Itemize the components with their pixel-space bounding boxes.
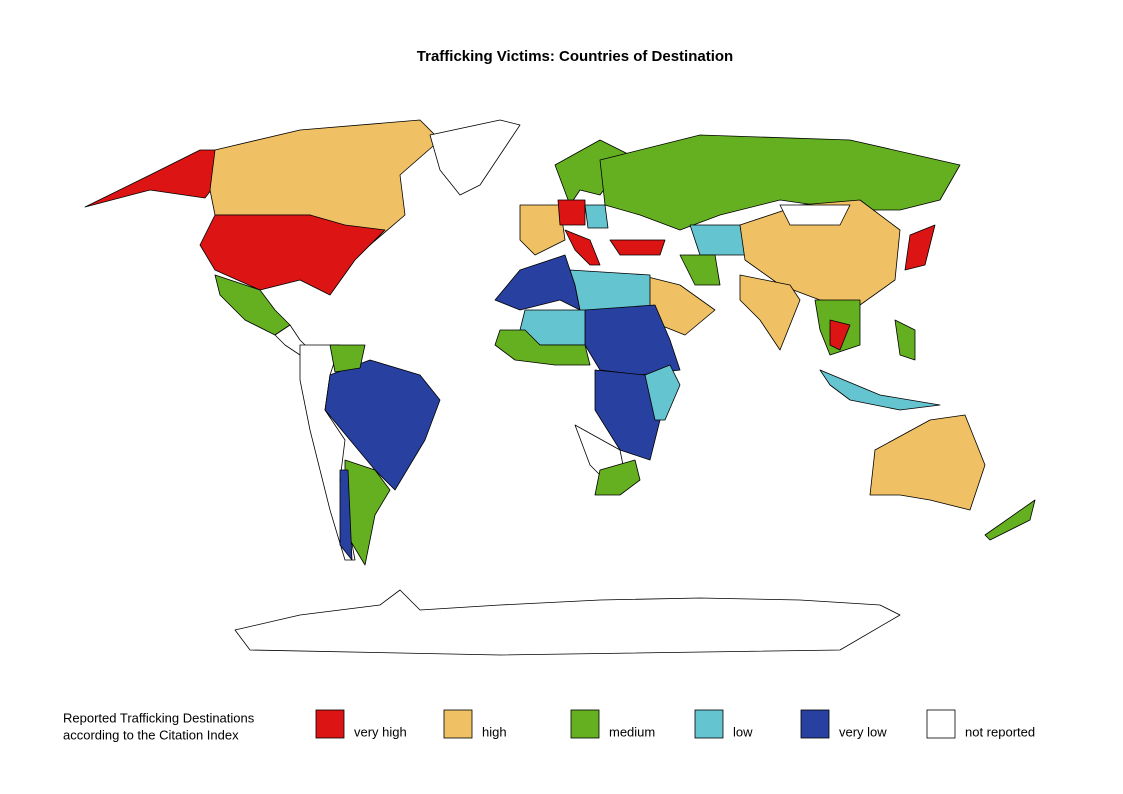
legend-title: Reported Trafficking Destinations — [63, 710, 255, 725]
legend-swatch — [443, 709, 473, 739]
country — [819, 369, 941, 411]
legend-title: according to the Citation Index — [63, 727, 239, 742]
legend-label: medium — [609, 724, 655, 739]
country — [894, 319, 916, 361]
country — [904, 224, 936, 271]
country — [494, 329, 591, 366]
country — [429, 119, 521, 196]
legend-swatch — [315, 709, 345, 739]
legend-swatch — [800, 709, 830, 739]
map-title: Trafficking Victims: Countries of Destin… — [417, 48, 733, 65]
country — [644, 364, 681, 421]
country — [324, 359, 441, 491]
country — [739, 199, 901, 306]
legend-swatch — [694, 709, 724, 739]
country — [494, 254, 581, 311]
country — [584, 204, 609, 229]
country — [199, 214, 386, 296]
country — [564, 229, 601, 266]
country — [984, 499, 1036, 541]
country — [339, 469, 353, 561]
country — [689, 224, 746, 256]
country — [609, 239, 666, 256]
country — [209, 119, 441, 246]
country — [557, 199, 586, 226]
legend-label: not reported — [965, 724, 1035, 739]
legend-label: high — [482, 724, 507, 739]
country — [329, 344, 366, 373]
legend: very high high medium low very low not report… — [315, 709, 1035, 739]
legend-swatch — [926, 709, 956, 739]
country — [234, 589, 901, 656]
legend-label: very low — [839, 724, 887, 739]
country — [829, 319, 851, 351]
country — [679, 254, 721, 286]
country — [594, 459, 641, 496]
country — [519, 204, 566, 256]
country — [869, 414, 986, 511]
country — [739, 274, 801, 351]
legend-swatch — [570, 709, 600, 739]
country — [779, 204, 851, 226]
world-map — [84, 119, 1036, 656]
legend-label: low — [733, 724, 753, 739]
legend-label: very high — [354, 724, 407, 739]
